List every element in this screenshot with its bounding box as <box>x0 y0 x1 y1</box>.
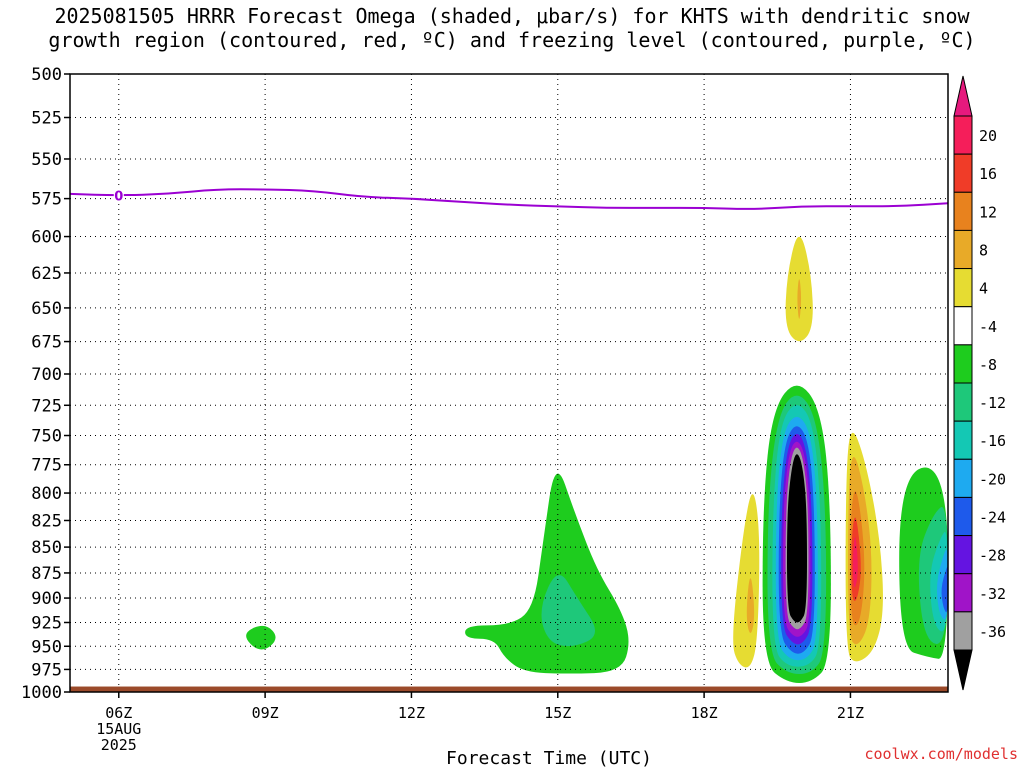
y-tick-label-625: 625 <box>31 264 62 284</box>
x-tick-label-21Z: 21Z <box>837 704 864 722</box>
chart-title-line-1: 2025081505 HRRR Forecast Omega (shaded, … <box>54 4 970 28</box>
chart-title-line-2: growth region (contoured, red, ºC) and f… <box>48 28 976 52</box>
colorbar-label-2: 12 <box>979 203 997 221</box>
x-tick-label-09Z: 09Z <box>252 704 279 722</box>
colorbar-label-10: -24 <box>979 509 1006 527</box>
omega-region-15 <box>787 454 807 623</box>
colorbar-bin-3 <box>953 229 973 270</box>
x-axis-title: Forecast Time (UTC) <box>446 748 652 768</box>
colorbar-bin-11 <box>953 535 973 575</box>
colorbar-bin-1 <box>953 153 973 193</box>
y-tick-label-725: 725 <box>31 396 62 416</box>
watermark-text: coolwx.com/models <box>864 745 1018 763</box>
colorbar-bin-2 <box>953 191 973 231</box>
omega-region-2 <box>541 575 596 647</box>
y-tick-label-825: 825 <box>31 511 62 531</box>
colorbar-label-8: -16 <box>979 432 1006 450</box>
colorbar-label-6: -8 <box>979 356 997 374</box>
omega-region-25 <box>941 566 948 613</box>
colorbar-label-1: 16 <box>979 165 997 183</box>
x-tick-label-12Z: 12Z <box>398 704 425 722</box>
omega-region-0 <box>246 625 276 650</box>
y-tick-label-500: 500 <box>31 65 62 85</box>
colorbar-label-7: -12 <box>979 394 1006 412</box>
y-tick-label-800: 800 <box>31 484 62 504</box>
x-tick-label-15Z: 15Z <box>544 704 571 722</box>
plot-frame <box>69 73 949 693</box>
y-tick-label-600: 600 <box>31 228 62 248</box>
freezing-level-layer: 0 <box>69 188 949 210</box>
colorbar-bin-7 <box>953 382 973 422</box>
omega-region-20 <box>852 537 858 588</box>
y-tick-label-875: 875 <box>31 564 62 584</box>
y-tick-label-775: 775 <box>31 456 62 476</box>
colorbar-label-4: 4 <box>979 280 988 298</box>
colorbar-bin-4 <box>953 268 973 308</box>
chart-title: 2025081505 HRRR Forecast Omega (shaded, … <box>0 4 1024 52</box>
freezing-level-line <box>69 188 949 210</box>
colorbar-label-0: 20 <box>979 127 997 145</box>
colorbar-bin-0 <box>953 115 973 155</box>
omega-shading-layer <box>246 236 948 683</box>
colorbar-bin-8 <box>953 420 973 460</box>
colorbar-label-13: -36 <box>979 623 1006 641</box>
colorbar-bin-13 <box>953 611 973 651</box>
y-tick-label-550: 550 <box>31 150 62 170</box>
x-tick-sublabel-0: 15AUG <box>96 720 141 738</box>
freezing-level-label: 0 <box>114 190 123 205</box>
surface-layer <box>70 686 948 692</box>
grid-layer <box>70 74 948 692</box>
y-tick-label-650: 650 <box>31 299 62 319</box>
freezing-level-label-bg <box>113 188 124 203</box>
y-tick-label-900: 900 <box>31 589 62 609</box>
omega-region-4 <box>746 578 755 633</box>
y-tick-label-700: 700 <box>31 365 62 385</box>
x-tick-sublabel-1: 2025 <box>101 736 137 754</box>
y-tick-label-925: 925 <box>31 613 62 633</box>
surface-band <box>70 686 948 692</box>
x-tick-label-18Z: 18Z <box>691 704 718 722</box>
axes-layer: 500 525 550 575 600 625 650 675 700 725 750 775 800 8… <box>21 65 949 768</box>
colorbar-top-arrow <box>953 75 973 117</box>
y-tick-label-950: 950 <box>31 637 62 657</box>
y-tick-label-975: 975 <box>31 660 62 680</box>
y-tick-label-525: 525 <box>31 109 62 129</box>
colorbar: 20 16 12 8 4 -4 -8 -12 -16 -20 -24 -28 -32 -36 <box>953 75 1006 691</box>
colorbar-label-5: -4 <box>979 318 997 336</box>
y-tick-label-1000: 1000 <box>21 683 62 703</box>
y-tick-label-750: 750 <box>31 427 62 447</box>
colorbar-bin-10 <box>953 496 973 537</box>
omega-region-1 <box>465 473 629 674</box>
colorbar-label-3: 8 <box>979 242 988 260</box>
y-tick-label-675: 675 <box>31 333 62 353</box>
colorbar-label-12: -32 <box>979 585 1006 603</box>
y-tick-label-850: 850 <box>31 538 62 558</box>
colorbar-label-11: -28 <box>979 547 1006 565</box>
colorbar-label-9: -20 <box>979 470 1006 488</box>
colorbar-bin-9 <box>953 458 973 498</box>
colorbar-bin-6 <box>953 344 973 384</box>
x-tick-label-06Z: 06Z <box>105 704 132 722</box>
colorbar-bin-5 <box>953 306 973 346</box>
y-tick-label-575: 575 <box>31 190 62 210</box>
colorbar-bin-12 <box>953 573 973 613</box>
colorbar-bottom-arrow <box>953 649 973 691</box>
omega-region-6 <box>797 279 802 319</box>
